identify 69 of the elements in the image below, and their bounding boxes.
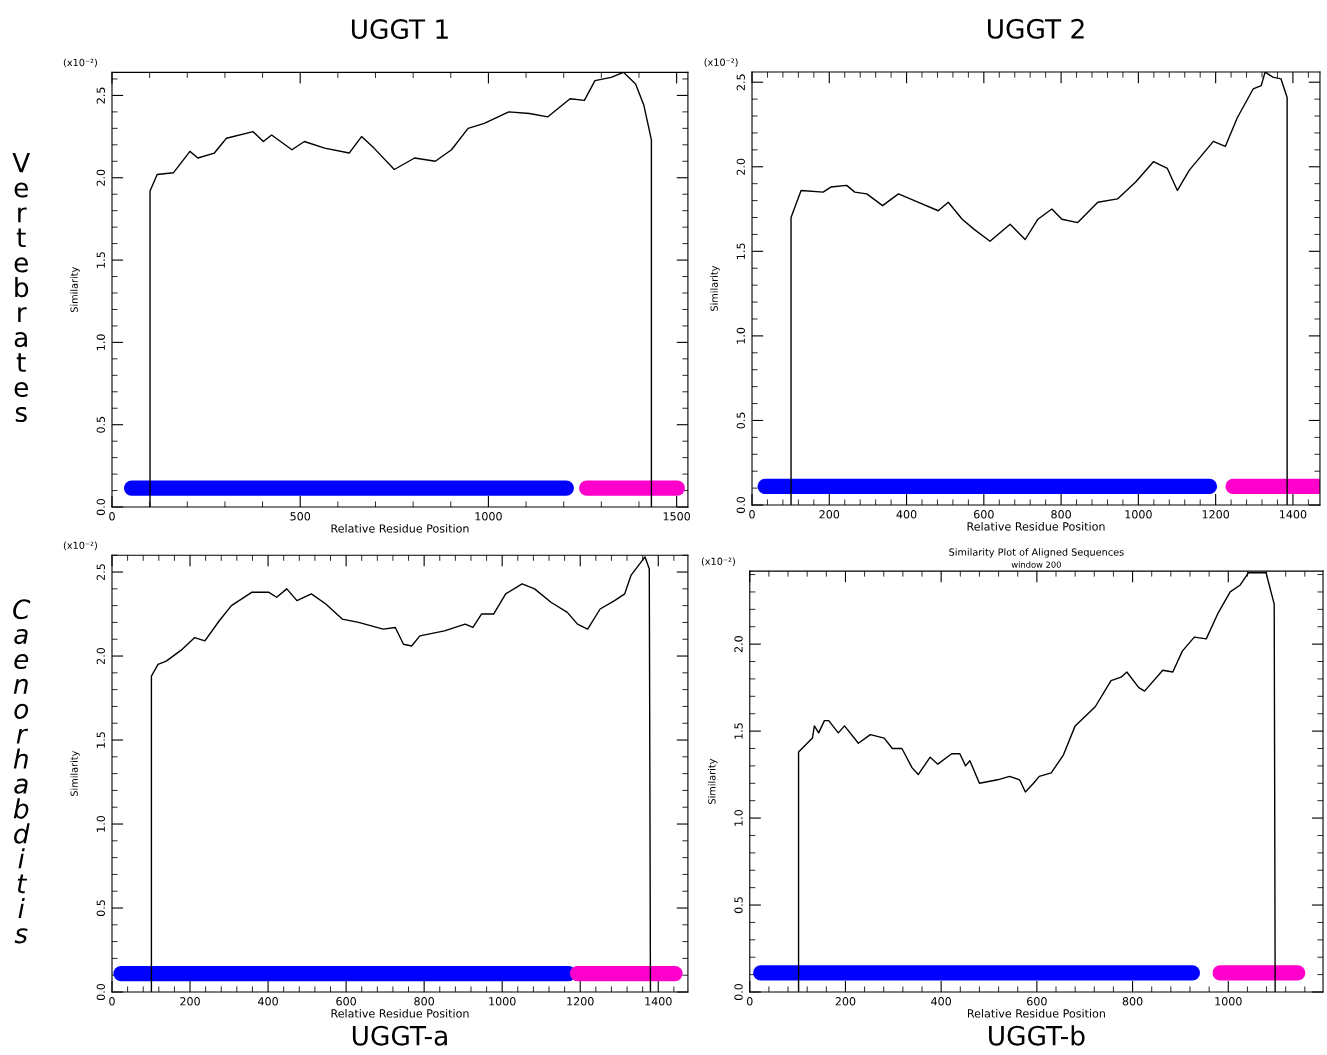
text: (x10⁻²) xyxy=(63,58,97,68)
x-tick-label: 800 xyxy=(414,997,435,1006)
y-axis-title: Similarity xyxy=(708,758,718,804)
x-tick-label: 600 xyxy=(1027,997,1047,1006)
y-axis-title: Similarity xyxy=(70,267,80,313)
x-tick-label: 0 xyxy=(109,997,115,1006)
y-tick-label: 2.5 xyxy=(96,564,105,581)
x-axis-title: Relative Residue Position xyxy=(331,524,469,533)
x-tick-label: 800 xyxy=(1122,997,1143,1006)
x-axis-title: Relative Residue Position xyxy=(967,1009,1105,1018)
x-tick-label: 200 xyxy=(180,997,200,1006)
text: (x10⁻²) xyxy=(704,58,738,67)
text: (x10⁻²) xyxy=(701,557,735,567)
y-tick-label: 2.0 xyxy=(96,169,105,186)
x-tick-label: 1200 xyxy=(1202,510,1230,519)
y-tick-label: 1.5 xyxy=(96,732,105,748)
x-axis-title: Relative Residue Position xyxy=(331,1009,469,1018)
y-tick-label: 0.0 xyxy=(736,496,745,514)
x-axis-title: Relative Residue Position xyxy=(967,522,1105,531)
x-tick-label: 1000 xyxy=(489,997,516,1006)
x-tick-label: 1000 xyxy=(1125,510,1152,519)
y-tick-label: 1.0 xyxy=(96,815,105,832)
x-tick-label: 0 xyxy=(746,997,753,1006)
y-tick-label: 1.0 xyxy=(736,327,745,344)
chart-title: UGGT 1 xyxy=(351,19,448,40)
text: (x10⁻²) xyxy=(63,541,97,551)
y-tick-label: 1.5 xyxy=(734,723,743,739)
x-tick-label: 400 xyxy=(258,997,278,1006)
y-tick-label: 0.0 xyxy=(96,498,105,516)
x-tick-label: 0 xyxy=(749,510,755,519)
x-tick-label: 600 xyxy=(974,510,994,519)
chart-subtitle: Similarity Plot of Aligned Sequences xyxy=(949,548,1124,558)
y-tick-label: 2.5 xyxy=(96,87,105,104)
text: Caenorhabditis xyxy=(13,599,31,944)
y-tick-label: 2.5 xyxy=(736,74,745,91)
text: UGGT-b xyxy=(989,1025,1085,1046)
chart-title: UGGT 2 xyxy=(988,18,1084,39)
x-tick-label: 600 xyxy=(336,997,356,1006)
y-tick-label: 1.5 xyxy=(736,243,745,259)
y-axis-title: Similarity xyxy=(70,750,80,796)
y-tick-label: 2.0 xyxy=(736,158,745,175)
x-tick-label: 1400 xyxy=(645,997,672,1006)
x-tick-label: 800 xyxy=(1051,510,1071,519)
y-tick-label: 2.0 xyxy=(734,636,743,653)
y-tick-label: 0.5 xyxy=(734,897,743,914)
x-tick-label: 1000 xyxy=(1215,997,1242,1006)
y-tick-label: 1.5 xyxy=(96,252,105,268)
x-tick-label: 1000 xyxy=(475,512,502,521)
x-tick-label: 400 xyxy=(931,997,952,1006)
x-tick-label: 0 xyxy=(109,512,115,521)
y-tick-label: 0.0 xyxy=(96,983,105,1001)
x-tick-label: 500 xyxy=(290,512,311,521)
y-tick-label: 0.0 xyxy=(734,983,743,1001)
x-tick-label: 1500 xyxy=(663,512,691,521)
text: Vertebrates xyxy=(12,153,31,423)
y-axis-title: Similarity xyxy=(710,265,720,311)
x-tick-label: 1400 xyxy=(1280,510,1307,519)
y-tick-label: 2.0 xyxy=(96,647,105,665)
x-tick-label: 400 xyxy=(896,510,917,519)
text: window 200 xyxy=(1011,561,1061,568)
y-tick-label: 0.5 xyxy=(96,900,105,917)
y-tick-label: 0.5 xyxy=(736,412,745,429)
x-tick-label: 1200 xyxy=(567,997,594,1006)
y-tick-label: 0.5 xyxy=(96,416,105,433)
x-tick-label: 200 xyxy=(819,510,840,519)
x-tick-label: 200 xyxy=(835,997,856,1006)
y-tick-label: 1.0 xyxy=(96,334,105,350)
y-tick-label: 1.0 xyxy=(734,809,743,826)
text: UGGT-a xyxy=(352,1025,447,1046)
